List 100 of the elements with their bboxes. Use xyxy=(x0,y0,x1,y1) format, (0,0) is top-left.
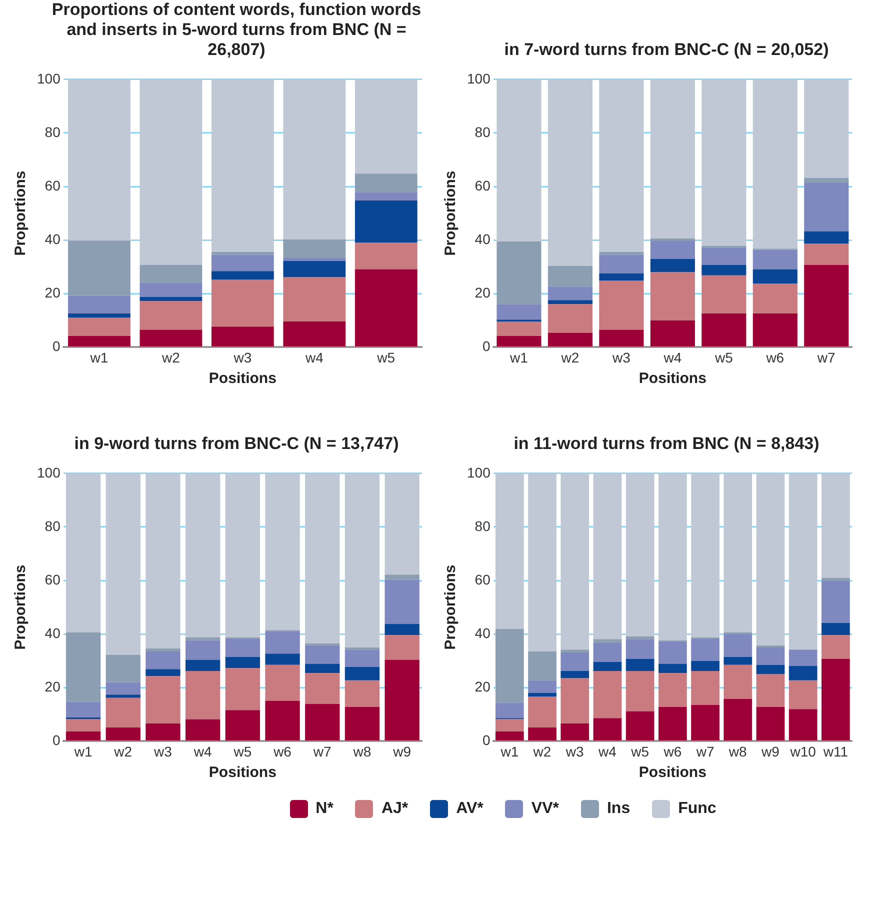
x-tick-label: w5 xyxy=(630,743,650,760)
bar xyxy=(211,252,274,255)
bar xyxy=(344,680,380,707)
bar xyxy=(146,473,180,649)
x-tick-label: w8 xyxy=(728,743,748,760)
bar xyxy=(560,652,590,672)
bar xyxy=(496,241,542,304)
bar xyxy=(599,252,644,255)
x-axis-title: Positions xyxy=(638,764,706,782)
y-axis-title: Proportions xyxy=(442,170,460,256)
bar xyxy=(225,656,260,668)
bar xyxy=(626,671,654,712)
bar xyxy=(650,272,695,320)
bar xyxy=(211,79,274,252)
bar xyxy=(106,682,140,695)
bar xyxy=(599,79,644,252)
bar xyxy=(265,631,300,654)
bar xyxy=(548,266,592,287)
bar xyxy=(626,473,654,636)
bar xyxy=(548,286,592,300)
bar xyxy=(211,271,274,280)
bar xyxy=(384,580,420,624)
bar xyxy=(185,719,220,740)
y-axis-title: Proportions xyxy=(442,564,460,650)
bar xyxy=(344,650,380,668)
bar xyxy=(822,473,850,578)
bar xyxy=(804,231,849,244)
bar xyxy=(283,321,346,346)
bar xyxy=(496,336,542,346)
bar xyxy=(752,269,798,284)
y-tick-label: 40 xyxy=(474,624,491,641)
y-tick-label: 80 xyxy=(474,518,491,534)
bar xyxy=(788,709,818,740)
bar xyxy=(185,671,220,720)
bar xyxy=(528,473,556,652)
bar xyxy=(756,706,785,740)
bar xyxy=(756,674,785,707)
bar xyxy=(225,710,260,740)
bar xyxy=(140,264,202,283)
x-tick-label: w1 xyxy=(89,349,108,366)
x-tick-label: w5 xyxy=(232,743,252,760)
y-tick-label: 80 xyxy=(44,124,61,140)
bar xyxy=(752,250,798,270)
bar xyxy=(344,667,380,680)
bar xyxy=(140,282,202,297)
x-tick-label: w6 xyxy=(662,743,682,760)
bar xyxy=(344,647,380,650)
bar xyxy=(528,651,556,680)
x-tick-label: w1 xyxy=(73,743,92,760)
bar xyxy=(599,273,644,281)
bar xyxy=(140,301,202,330)
bar xyxy=(283,240,346,258)
bar xyxy=(106,654,140,682)
bar xyxy=(140,330,202,346)
bar xyxy=(626,658,654,672)
bar xyxy=(599,280,644,330)
bar xyxy=(211,254,274,272)
bar xyxy=(265,700,300,740)
bar xyxy=(658,673,687,707)
bar xyxy=(225,668,260,710)
bar xyxy=(724,634,752,657)
bar xyxy=(691,660,720,672)
bar xyxy=(384,660,420,740)
bar xyxy=(146,676,180,724)
x-axis-title: Positions xyxy=(638,370,706,388)
bar xyxy=(691,473,720,638)
bar xyxy=(146,669,180,676)
x-tick-label: w3 xyxy=(153,743,172,760)
bar xyxy=(702,248,746,265)
y-tick-label: 60 xyxy=(44,177,61,194)
bar xyxy=(528,680,556,693)
bar xyxy=(496,79,542,242)
bar xyxy=(305,473,340,644)
x-axis-title: Positions xyxy=(208,764,276,782)
bar xyxy=(593,642,622,662)
bar xyxy=(283,258,346,261)
x-tick-label: w7 xyxy=(695,743,714,760)
bar xyxy=(804,79,849,178)
bar xyxy=(225,638,260,657)
y-axis-title: Proportions xyxy=(12,564,30,650)
bar xyxy=(593,639,622,642)
x-tick-label: w7 xyxy=(816,349,836,366)
y-tick-label: 40 xyxy=(474,230,491,247)
bar xyxy=(756,647,785,665)
bar xyxy=(211,279,274,327)
bar xyxy=(354,269,418,346)
bar xyxy=(626,636,654,640)
bar xyxy=(752,79,798,249)
chart-title: in 7-word turns from BNC-C (N = 20,052) xyxy=(503,39,830,61)
bar xyxy=(146,648,180,652)
x-tick-label: w3 xyxy=(564,743,584,760)
bar xyxy=(593,662,622,672)
y-tick-label: 40 xyxy=(44,230,61,247)
legend-label: VV* xyxy=(531,800,559,818)
bar xyxy=(658,473,687,640)
bar xyxy=(650,258,695,272)
y-axis-title: Proportions xyxy=(12,170,30,256)
bar xyxy=(658,706,687,740)
bar xyxy=(788,650,818,666)
bar xyxy=(106,473,140,655)
